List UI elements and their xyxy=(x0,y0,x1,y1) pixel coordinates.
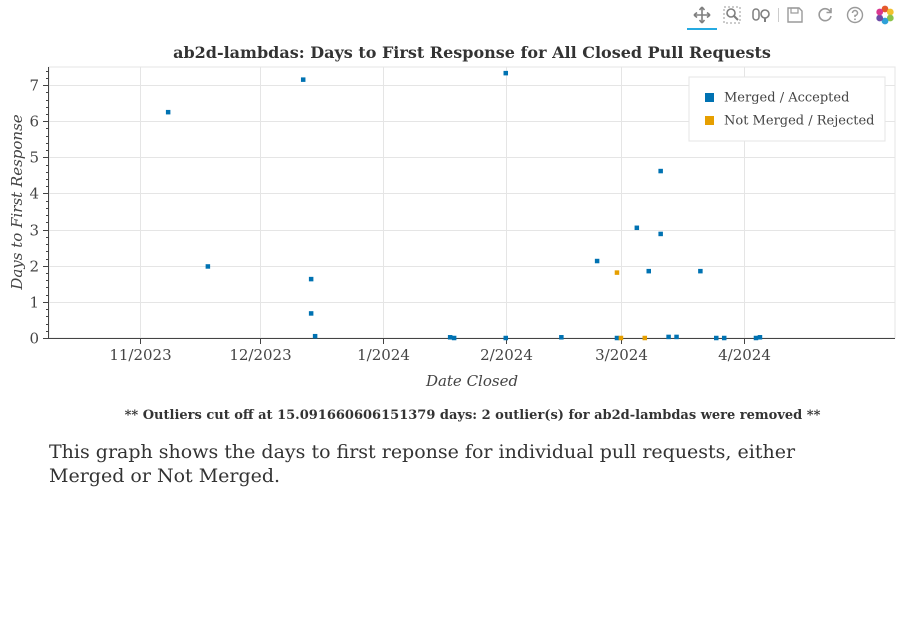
data-point xyxy=(165,109,171,115)
save-icon xyxy=(787,7,803,23)
data-point xyxy=(594,258,600,264)
data-point xyxy=(614,335,620,341)
data-point xyxy=(503,335,509,341)
data-point xyxy=(618,335,624,341)
help-tool-button[interactable] xyxy=(840,1,870,29)
data-points xyxy=(165,70,763,341)
y-tick-label: 4 xyxy=(29,185,39,203)
box-zoom-icon xyxy=(723,6,741,24)
chart-title: ab2d-lambdas: Days to First Response for… xyxy=(173,43,771,62)
y-tick-label: 3 xyxy=(29,222,39,240)
y-tick-label: 1 xyxy=(29,294,39,312)
pan-tool-button[interactable] xyxy=(687,1,717,30)
y-tick-label: 6 xyxy=(29,113,39,131)
data-point xyxy=(658,231,663,237)
data-point xyxy=(674,334,679,340)
data-point xyxy=(308,311,314,316)
plot-toolbar xyxy=(687,0,900,30)
x-tick-label: 4/2024 xyxy=(718,346,771,364)
x-tick-label: 11/2023 xyxy=(109,346,171,364)
data-point xyxy=(714,335,719,341)
legend-swatch xyxy=(705,93,714,102)
legend-label: Not Merged / Rejected xyxy=(724,114,874,129)
pan-icon xyxy=(693,6,711,24)
y-tick-label: 0 xyxy=(29,330,39,348)
x-tick-label: 3/2024 xyxy=(595,346,648,364)
y-axis-label: Days to First Response xyxy=(8,114,26,290)
data-point xyxy=(698,268,703,274)
data-point xyxy=(503,70,509,76)
data-point xyxy=(753,335,759,341)
reset-tool-button[interactable] xyxy=(810,1,840,29)
data-point xyxy=(666,334,671,340)
data-point xyxy=(757,335,763,340)
data-point xyxy=(642,335,648,341)
wheel-zoom-tool-button[interactable] xyxy=(747,1,777,29)
data-point xyxy=(308,276,314,282)
data-point xyxy=(559,335,564,340)
outlier-note: ** Outliers cut off at 15.09166060615137… xyxy=(124,408,821,423)
data-point xyxy=(646,268,651,274)
grid-lines xyxy=(48,66,896,339)
chart-axes: 0 1 2 3 4 5 6 7 11/2023 12/2023 1/2024 2/2024 3/2024… xyxy=(29,67,895,364)
x-tick-label: 1/2024 xyxy=(357,346,410,364)
data-point xyxy=(658,168,663,174)
data-point xyxy=(614,270,620,275)
chart-description: This graph shows the days to first repon… xyxy=(49,441,796,487)
x-tick-label: 12/2023 xyxy=(229,346,291,364)
data-point xyxy=(205,264,211,269)
toolbar-divider xyxy=(778,8,779,22)
save-tool-button[interactable] xyxy=(780,1,810,29)
bokeh-logo-button[interactable] xyxy=(870,1,900,29)
reset-icon xyxy=(818,7,832,22)
wheel-zoom-icon xyxy=(752,8,770,22)
data-point xyxy=(312,333,318,339)
data-point xyxy=(634,225,640,231)
scatter-chart[interactable]: 0 1 2 3 4 5 6 7 11/2023 12/2023 1/2024 2/2024 3/2024… xyxy=(0,36,900,396)
x-axis-label: Date Closed xyxy=(425,372,518,390)
legend-label: Merged / Accepted xyxy=(724,91,849,106)
box-zoom-tool-button[interactable] xyxy=(717,1,747,29)
y-tick-label: 2 xyxy=(29,258,39,276)
y-tick-label: 7 xyxy=(29,77,39,95)
help-icon xyxy=(846,6,864,24)
legend-swatch xyxy=(705,116,714,125)
data-point xyxy=(447,335,453,340)
y-tick-label: 5 xyxy=(29,149,39,167)
x-tick-label: 2/2024 xyxy=(480,346,533,364)
chart-legend[interactable]: Merged / Accepted Not Merged / Rejected xyxy=(688,76,886,142)
data-point xyxy=(721,335,727,341)
data-point xyxy=(451,335,457,341)
bokeh-logo-icon xyxy=(876,5,894,25)
data-point xyxy=(300,77,306,82)
legend-box xyxy=(688,76,886,142)
